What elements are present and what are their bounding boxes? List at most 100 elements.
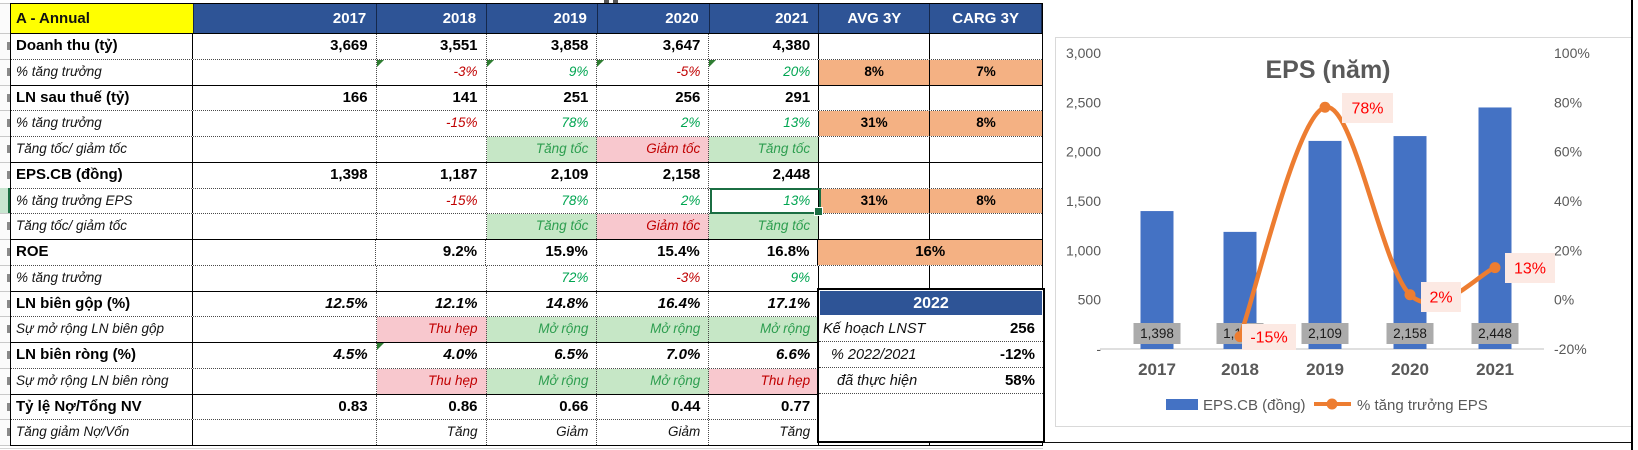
table-cell[interactable]: Tăng [377, 420, 487, 445]
table-cell[interactable]: Giảm tốc [597, 137, 710, 162]
table-cell[interactable]: 1,187 [377, 162, 487, 188]
table-cell[interactable]: 2,109 [487, 162, 598, 188]
table-cell[interactable]: -15% [377, 188, 487, 214]
plan-2022-label[interactable]: % 2022/2021 [831, 347, 917, 363]
table-cell[interactable] [930, 163, 1042, 188]
selected-table-cell[interactable]: 13% [709, 188, 820, 214]
table-cell[interactable] [930, 34, 1042, 59]
table-cell[interactable]: 3,647 [597, 34, 710, 59]
plan-2022-title[interactable]: 2022 [819, 290, 1043, 316]
table-cell[interactable]: 16.8% [709, 240, 819, 265]
table-cell[interactable]: -3% [376, 59, 487, 85]
table-cell[interactable] [193, 265, 377, 291]
table-cell[interactable]: 12.5% [193, 291, 377, 317]
table-cell[interactable]: 17.1% [709, 291, 820, 317]
header-cell-avg-3y[interactable]: AVG 3Y [818, 4, 930, 33]
selected-row-header[interactable] [0, 187, 10, 214]
table-cell[interactable]: 8% [819, 59, 931, 85]
table-cell[interactable]: 13% [709, 111, 820, 136]
table-cell[interactable]: 166 [193, 85, 377, 111]
table-cell[interactable]: -15% [377, 111, 487, 136]
table-cell[interactable]: Tăng tốc [486, 137, 598, 162]
table-cell[interactable] [819, 34, 931, 59]
table-cell[interactable]: 8% [930, 188, 1042, 214]
table-cell[interactable] [819, 265, 931, 291]
table-cell[interactable]: 12.1% [377, 291, 487, 317]
plan-2022-label[interactable]: Kế hoạch LNST [823, 321, 926, 337]
row-label[interactable]: Tăng tốc/ giảm tốc [11, 137, 193, 162]
row-label[interactable]: Sự mở rộng LN biên gộp [11, 317, 193, 342]
table-cell[interactable]: 0.66 [487, 394, 598, 420]
table-cell[interactable]: 9.2% [376, 240, 487, 265]
table-cell[interactable]: Mở rộng [486, 317, 598, 342]
table-cell[interactable]: -3% [597, 265, 710, 291]
table-cell[interactable] [377, 137, 487, 162]
table-cell[interactable]: 3,551 [377, 34, 487, 59]
table-cell[interactable]: Mở rộng [597, 317, 710, 342]
row-label[interactable]: LN sau thuế (tỷ) [11, 85, 193, 111]
header-cell-2018[interactable]: 2018 [376, 4, 487, 33]
table-cell[interactable]: 16.4% [597, 291, 710, 317]
table-cell[interactable]: Mở rộng [709, 317, 820, 342]
eps-chart[interactable]: EPS (năm) 3,000 2,500 2,000 1,500 1,000 500 - 10… [1055, 37, 1633, 427]
table-corner-cell[interactable]: A - Annual [11, 4, 193, 33]
table-cell[interactable]: Tăng tốc [709, 214, 820, 239]
table-cell[interactable]: 2% [597, 111, 710, 136]
table-cell[interactable] [377, 214, 487, 239]
table-cell[interactable]: 251 [487, 85, 598, 111]
table-cell[interactable]: 4,380 [709, 34, 820, 59]
header-cell-2019[interactable]: 2019 [486, 4, 597, 33]
plan-2022-value[interactable]: -12% [999, 346, 1035, 363]
table-cell[interactable]: 3,858 [487, 34, 598, 59]
table-cell[interactable]: 0.77 [709, 394, 820, 420]
table-cell[interactable] [193, 137, 377, 162]
table-cell[interactable]: 16% [818, 240, 1043, 265]
table-cell[interactable] [930, 137, 1042, 162]
table-cell[interactable]: 256 [597, 85, 710, 111]
table-cell[interactable] [193, 59, 377, 85]
table-cell[interactable]: 0.83 [193, 394, 377, 420]
table-cell[interactable]: Thu hẹp [376, 368, 487, 394]
row-label[interactable]: % tăng trưởng [11, 111, 193, 136]
table-cell[interactable] [193, 111, 377, 136]
table-cell[interactable]: 14.8% [487, 291, 598, 317]
header-cell-2021[interactable]: 2021 [708, 4, 819, 33]
table-cell[interactable]: 6.6% [709, 343, 820, 368]
table-cell[interactable]: Mở rộng [597, 368, 710, 394]
table-cell[interactable] [819, 85, 931, 111]
table-cell[interactable]: 31% [819, 111, 931, 136]
table-cell[interactable] [819, 214, 931, 239]
table-cell[interactable]: Mở rộng [486, 368, 598, 394]
table-cell[interactable]: 78% [487, 188, 598, 214]
table-cell[interactable]: 1,398 [193, 162, 377, 188]
table-cell[interactable] [193, 188, 377, 214]
table-cell[interactable]: 9% [486, 59, 598, 85]
table-cell[interactable]: 4.5% [193, 343, 377, 368]
row-label[interactable]: % tăng trưởng [11, 265, 193, 291]
table-cell[interactable] [193, 420, 377, 445]
table-cell[interactable] [193, 214, 377, 239]
table-cell[interactable]: 4.0% [376, 343, 487, 368]
row-label[interactable]: Tỷ lệ Nợ/Tổng NV [11, 394, 193, 420]
plan-2022-value[interactable]: 256 [1009, 320, 1035, 337]
row-label[interactable]: Sự mở rộng LN biên ròng [11, 368, 193, 394]
plan-2022-label[interactable]: đã thực hiện [837, 373, 918, 389]
table-cell[interactable]: Thu hẹp [376, 317, 487, 342]
table-cell[interactable]: 7% [930, 59, 1042, 85]
table-cell[interactable] [193, 368, 377, 394]
table-cell[interactable] [193, 240, 377, 265]
row-label[interactable]: LN biên gộp (%) [11, 291, 193, 317]
table-cell[interactable]: Tăng tốc [486, 214, 598, 239]
row-header-strip[interactable] [0, 3, 10, 446]
table-cell[interactable] [930, 266, 1042, 291]
table-cell[interactable]: Thu hẹp [709, 368, 820, 394]
table-cell[interactable]: 291 [709, 85, 820, 111]
table-cell[interactable]: -5% [597, 59, 710, 85]
table-cell[interactable]: 2,158 [597, 162, 710, 188]
table-cell[interactable]: Giảm tốc [597, 214, 710, 239]
table-cell[interactable]: 141 [377, 85, 487, 111]
row-label[interactable]: EPS.CB (đồng) [11, 162, 193, 188]
table-cell[interactable]: 2% [597, 188, 710, 214]
table-cell[interactable]: 15.9% [486, 240, 597, 265]
table-cell[interactable] [377, 265, 487, 291]
